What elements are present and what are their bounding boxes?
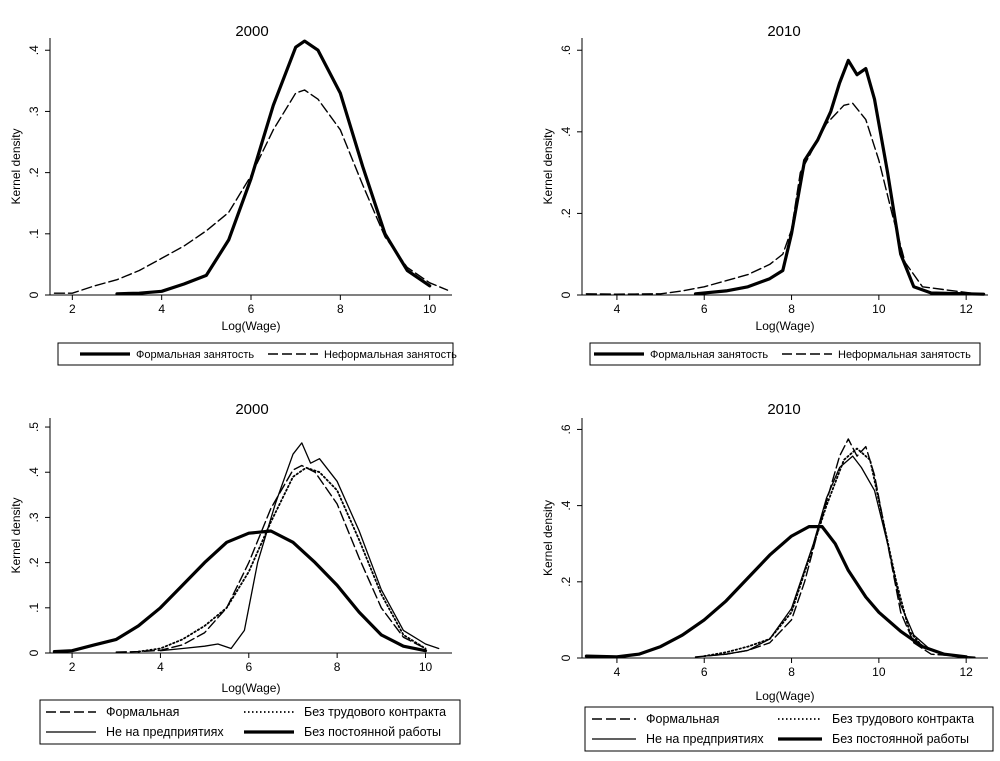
series-line-2 (137, 466, 427, 653)
legend-box (584, 706, 994, 752)
x-tick-label: 8 (337, 302, 344, 316)
series-line-2 (703, 447, 946, 657)
y-axis-label: Kernel density (9, 497, 23, 573)
x-tick-label: 10 (423, 302, 437, 316)
chart-4: 2010 4 6 8 10 12 0 .2 .4 .6 Log(Wage) Kernel densit… (541, 401, 994, 752)
legend-box (39, 699, 461, 745)
legend-label: Без постоянной работы (304, 725, 441, 739)
y-tick-label: 0 (559, 654, 573, 661)
series-line-2 (585, 102, 980, 295)
y-tick-label: 0 (27, 649, 41, 656)
x-tick-label: 6 (701, 302, 708, 316)
series-line-1 (115, 464, 427, 653)
x-tick-label: 6 (701, 665, 708, 679)
series-line-3 (159, 442, 440, 652)
x-axis-label: Log(Wage) (222, 681, 281, 695)
x-tick-label: 8 (788, 665, 795, 679)
y-tick-label: .2 (559, 576, 573, 586)
y-tick-label: .4 (27, 45, 41, 55)
x-tick-label: 4 (614, 302, 621, 316)
legend-label: Без трудового контракта (304, 705, 446, 719)
y-axis-label: Kernel density (541, 128, 555, 204)
y-tick-label: 0 (559, 291, 573, 298)
series-line-4 (584, 525, 968, 659)
x-tick-label: 12 (959, 302, 973, 316)
y-tick-label: .4 (27, 467, 41, 477)
legend-box (57, 342, 454, 366)
x-tick-label: 4 (158, 302, 165, 316)
x-tick-label: 8 (334, 660, 341, 674)
legend-label: Не на предприятиях (106, 725, 224, 739)
x-tick-label: 4 (157, 660, 164, 674)
legend: Формальная Без трудового контракта Не на п… (39, 699, 461, 745)
chart-3: 2000 2 4 6 8 10 0 .1 .2 .3 .4 .5 Log(Wage) Kernel den… (9, 401, 461, 745)
legend-label: Формальная занятость (136, 349, 254, 361)
y-tick-label: .5 (27, 422, 41, 432)
series-line-1 (693, 58, 986, 296)
x-axis-label: Log(Wage) (756, 319, 815, 333)
chart-1: 2000 2 4 6 8 10 0 .1 .2 .3 .4 Log(Wage) Kernel densi… (9, 23, 457, 366)
y-tick-label: .2 (27, 557, 41, 567)
chart-title: 2010 (767, 401, 800, 418)
series-line-4 (52, 529, 428, 654)
y-tick-label: .3 (27, 512, 41, 522)
legend-label: Формальная (106, 705, 179, 719)
legend-label: Формальная (646, 712, 719, 726)
chart-title: 2000 (235, 23, 268, 40)
y-axis-label: Kernel density (541, 500, 555, 576)
legend: Формальная занятость Неформальная занятос… (589, 342, 981, 366)
series-line-1 (694, 438, 976, 658)
series-line-2 (53, 89, 449, 294)
series-line-1 (115, 39, 432, 296)
x-tick-label: 12 (959, 665, 973, 679)
x-tick-label: 10 (872, 665, 886, 679)
x-axis-label: Log(Wage) (756, 689, 815, 703)
chart-title: 2010 (767, 23, 800, 40)
chart-2: 2010 4 6 8 10 12 0 .2 .4 .6 Log(Wage) Kernel densit… (541, 23, 988, 366)
legend-label: Без трудового контракта (832, 712, 974, 726)
legend-label: Неформальная занятость (324, 349, 457, 361)
y-tick-label: .1 (27, 228, 41, 238)
x-tick-label: 6 (245, 660, 252, 674)
x-tick-label: 2 (69, 302, 76, 316)
x-tick-label: 4 (614, 665, 621, 679)
y-tick-label: .6 (559, 45, 573, 55)
x-tick-label: 6 (248, 302, 255, 316)
legend-label: Не на предприятиях (646, 732, 764, 746)
chart-title: 2000 (235, 401, 268, 418)
x-tick-label: 8 (788, 302, 795, 316)
y-tick-label: .4 (559, 126, 573, 136)
y-tick-label: .2 (559, 208, 573, 218)
x-tick-label: 2 (69, 660, 76, 674)
series-line-3 (703, 455, 954, 657)
x-tick-label: 10 (872, 302, 886, 316)
y-tick-label: .2 (27, 167, 41, 177)
legend-label: Без постоянной работы (832, 732, 969, 746)
y-tick-label: .6 (559, 424, 573, 434)
y-tick-label: .4 (559, 500, 573, 510)
legend: Формальная Без трудового контракта Не на п… (584, 706, 994, 752)
y-tick-label: .3 (27, 106, 41, 116)
y-axis-label: Kernel density (9, 128, 23, 204)
x-axis-label: Log(Wage) (222, 319, 281, 333)
y-tick-label: .1 (27, 602, 41, 612)
x-tick-label: 10 (419, 660, 433, 674)
legend-label: Формальная занятость (650, 349, 768, 361)
y-tick-label: 0 (27, 291, 41, 298)
legend-label: Неформальная занятость (838, 349, 971, 361)
legend: Формальная занятость Неформальная занятос… (57, 342, 457, 366)
